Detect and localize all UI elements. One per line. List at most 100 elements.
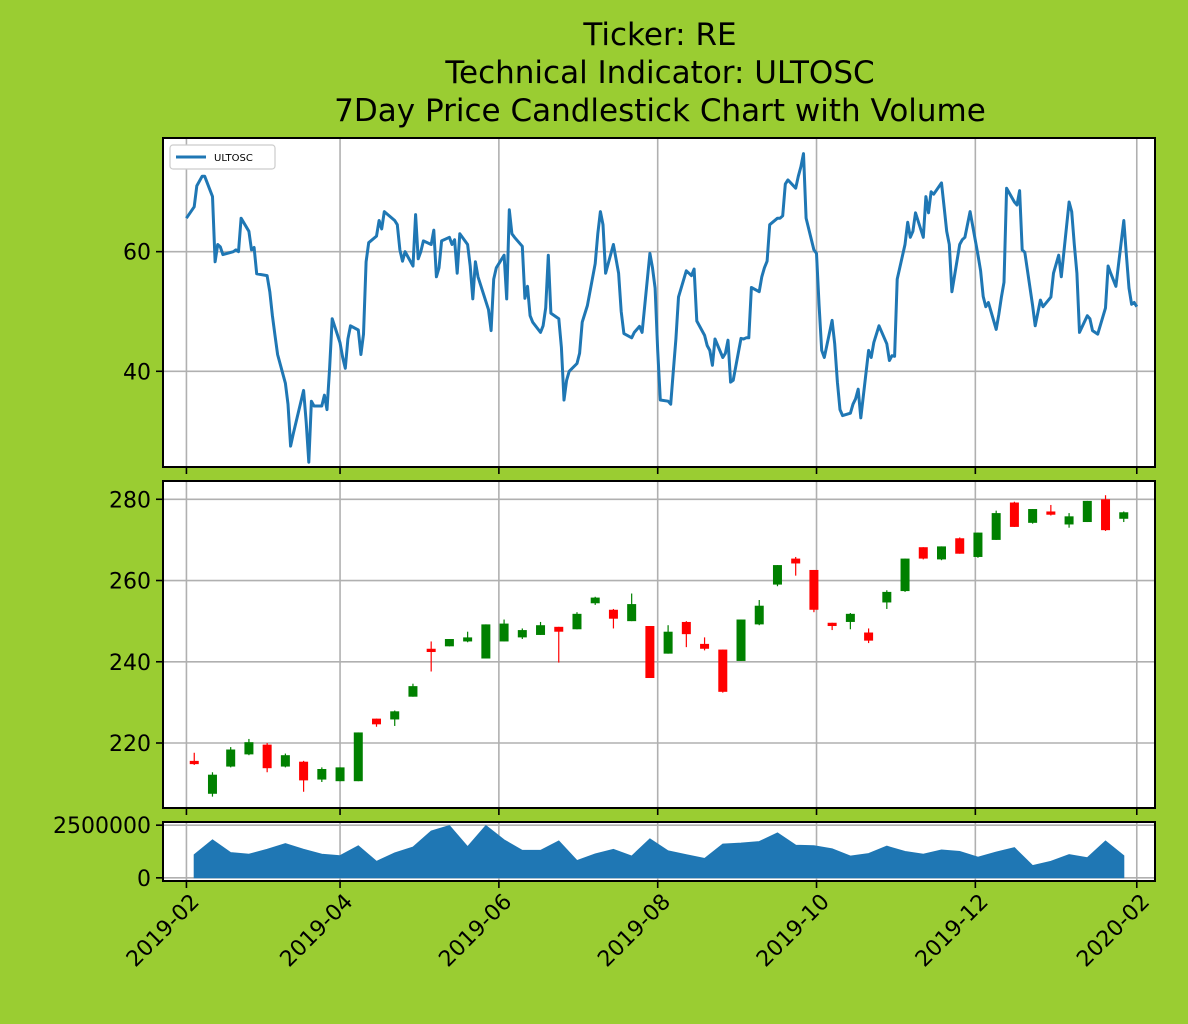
candlestick	[645, 626, 655, 679]
indicator-legend: ULTOSC	[169, 144, 276, 170]
x-tick-label: 2019-08	[593, 890, 676, 973]
volume-panel-y-tick-label: 0	[137, 867, 151, 892]
candlestick	[900, 558, 910, 592]
candle-body	[973, 532, 983, 557]
candlestick	[663, 625, 673, 654]
candle-body	[335, 767, 345, 782]
candle-body	[1101, 499, 1111, 531]
candlestick	[955, 537, 965, 554]
candlestick	[627, 593, 637, 622]
volume-panel-y-tick-label: 2500000	[53, 814, 151, 839]
candlestick	[499, 619, 509, 642]
candlestick	[554, 626, 564, 663]
candlestick	[572, 612, 582, 630]
price-panel: 220 240 260 280	[109, 480, 1156, 815]
candlestick	[353, 732, 363, 782]
candle-body	[590, 597, 600, 604]
candle-body	[936, 546, 946, 560]
candlestick	[754, 600, 764, 626]
ultosc-series-line	[185, 152, 1139, 464]
legend-box	[169, 144, 276, 170]
candlestick	[408, 683, 418, 697]
candlestick	[1119, 511, 1129, 523]
candle-body	[426, 648, 436, 653]
candle-body	[681, 621, 691, 635]
candle-body	[444, 639, 454, 647]
candlestick	[335, 767, 345, 782]
chart-title-line-3: 7Day Price Candlestick Chart with Volume	[334, 93, 986, 129]
price-panel-y-tick-label: 260	[109, 570, 151, 595]
candlestick	[244, 738, 254, 756]
volume-panel-border	[162, 821, 1156, 882]
candlestick	[280, 753, 290, 768]
candlestick	[772, 565, 782, 587]
price-panel-y-tick-label: 240	[109, 651, 151, 676]
candlestick	[517, 628, 527, 640]
chart-title-line-2: Technical Indicator: ULTOSC	[444, 55, 874, 91]
candlestick	[226, 747, 236, 768]
candlestick	[827, 622, 837, 631]
candle-body	[317, 769, 327, 780]
candle-body	[736, 619, 746, 661]
candlestick	[608, 608, 618, 629]
candle-body	[663, 631, 673, 654]
indicator-panel-y-tick-label: 60	[123, 241, 151, 266]
volume-panel: 0 2500000	[53, 814, 1156, 892]
candlestick	[809, 569, 819, 613]
candlestick	[372, 718, 382, 727]
candlestick	[936, 546, 946, 561]
candlestick	[1046, 504, 1056, 516]
x-axis-labels: 2019-02 2019-04 2019-06 2019-08 2019-10 2019-…	[122, 890, 1155, 973]
candlestick	[1064, 513, 1074, 528]
candle-body	[517, 630, 527, 638]
candle-body	[700, 643, 710, 649]
candle-body	[918, 547, 928, 559]
candlestick	[973, 532, 983, 558]
candlestick	[882, 590, 892, 609]
x-tick-label: 2020-02	[1072, 890, 1155, 973]
candlestick	[864, 628, 874, 644]
x-tick-label: 2019-12	[911, 890, 994, 973]
x-tick-label: 2019-04	[276, 890, 359, 973]
candle-body	[481, 624, 491, 659]
candlestick	[426, 641, 436, 672]
candle-body	[845, 613, 855, 622]
candlestick	[1028, 509, 1038, 524]
candlestick	[536, 621, 546, 635]
candlestick	[1009, 501, 1019, 527]
candlestick	[207, 772, 217, 797]
candlestick	[736, 619, 746, 661]
candlestick	[681, 621, 691, 648]
candle-body	[791, 558, 801, 564]
candlestick	[918, 547, 928, 560]
candle-body	[226, 749, 236, 767]
candle-body	[390, 711, 400, 720]
candle-body	[372, 718, 382, 725]
candlestick	[317, 767, 327, 783]
candlestick	[262, 743, 272, 773]
candle-body	[772, 565, 782, 585]
candle-body	[1119, 512, 1129, 519]
candle-body	[827, 622, 837, 627]
candle-body	[572, 613, 582, 630]
candle-body	[754, 605, 764, 625]
candlestick	[189, 752, 199, 765]
candle-body	[1064, 516, 1074, 525]
candlestick	[1082, 500, 1092, 523]
legend-label-ultosc: ULTOSC	[214, 153, 253, 164]
indicator-panel: 40 60 ULTOSC	[123, 137, 1156, 474]
candlestick	[991, 510, 1001, 540]
candle-body	[262, 744, 272, 769]
candle-body	[645, 626, 655, 679]
price-panel-y-tick-label: 220	[109, 732, 151, 757]
candlestick	[1101, 495, 1111, 531]
candle-body	[864, 632, 874, 641]
volume-area	[193, 824, 1125, 879]
price-panel-background	[163, 481, 1155, 808]
candlestick	[590, 596, 600, 605]
candlestick	[444, 639, 454, 647]
price-panel-border	[162, 480, 1156, 809]
candle-body	[353, 732, 363, 782]
candlestick	[845, 613, 855, 630]
